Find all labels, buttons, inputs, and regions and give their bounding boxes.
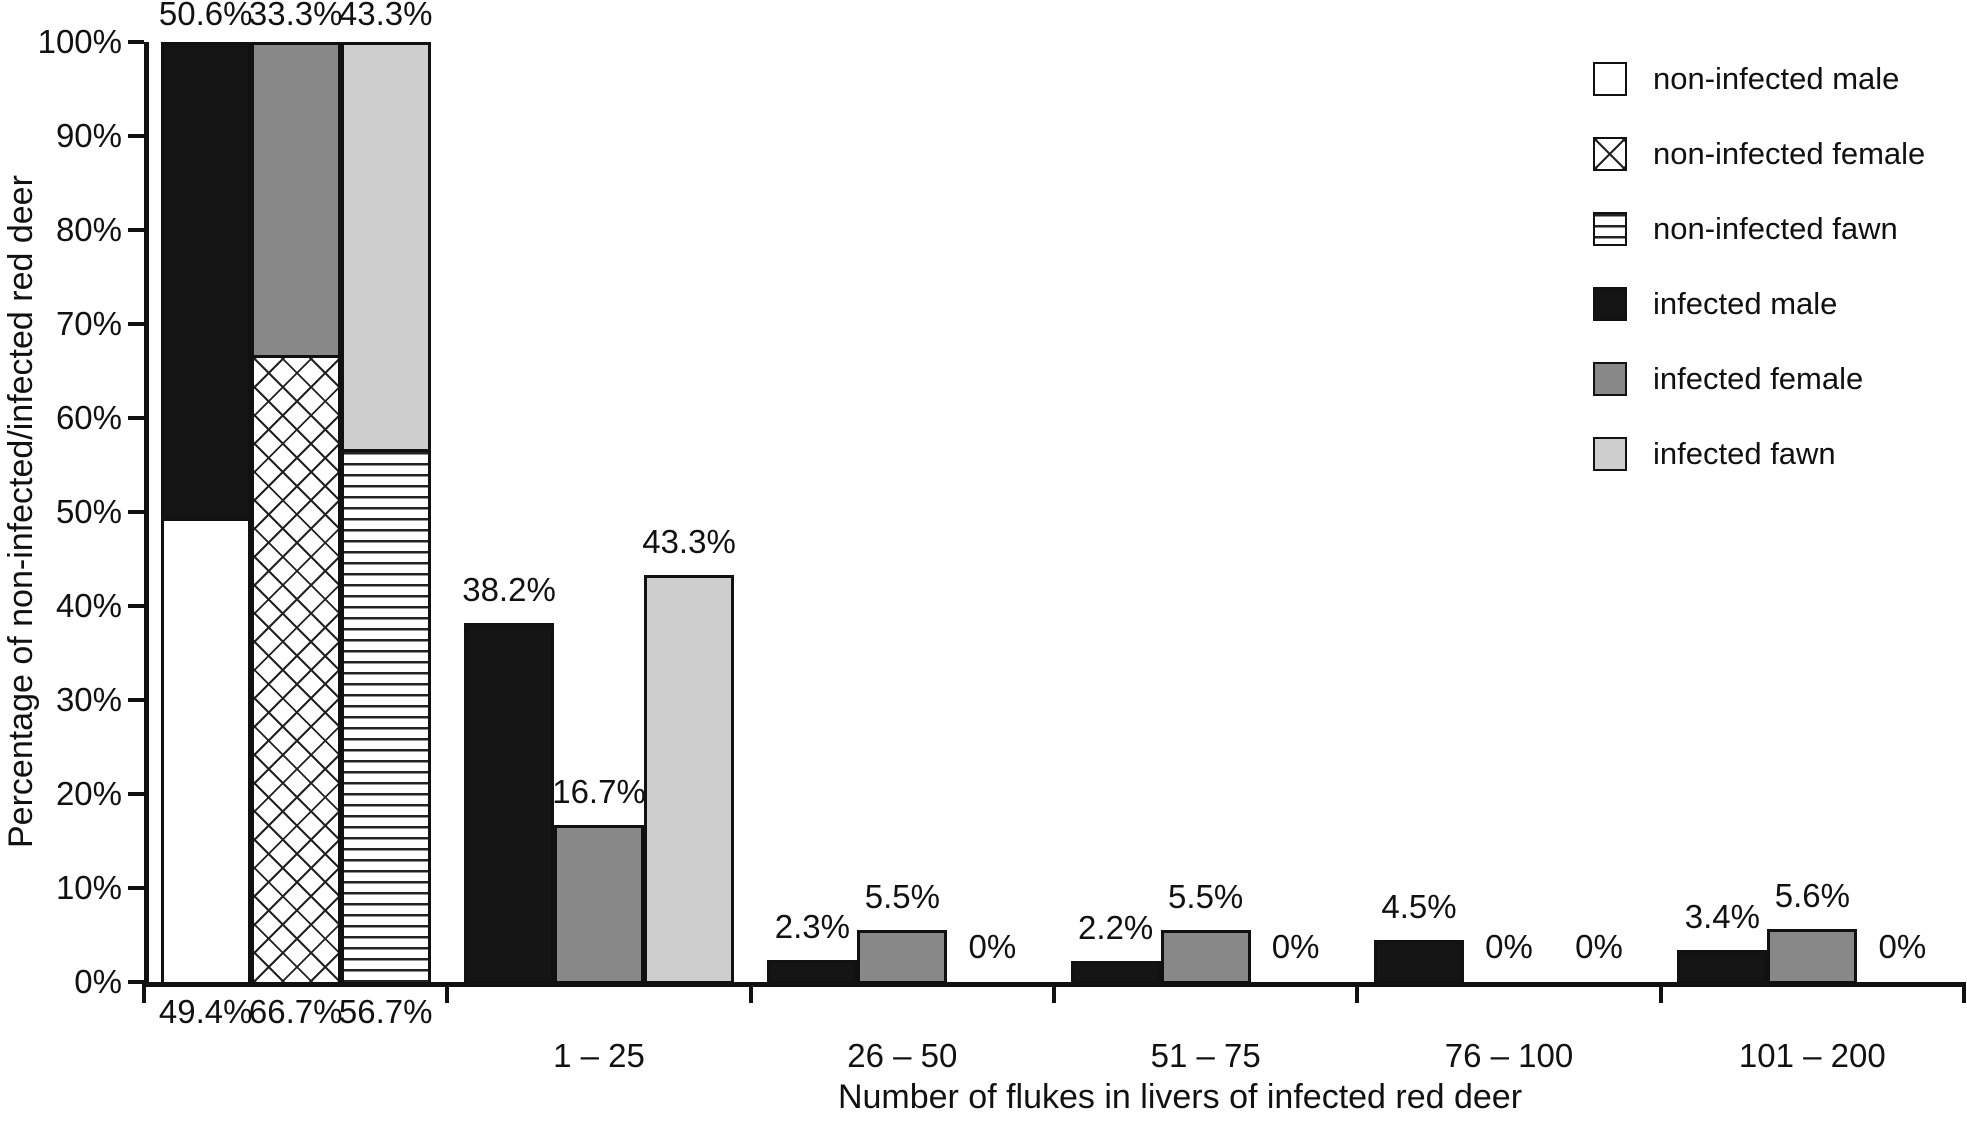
y-tick-label: 90% bbox=[55, 117, 122, 154]
stacked-segment bbox=[253, 355, 338, 982]
stacked-top-label: 33.3% bbox=[248, 0, 343, 32]
y-tick bbox=[128, 980, 144, 984]
legend-item: infected fawn bbox=[1593, 437, 1925, 471]
x-group-label: 51 – 75 bbox=[1150, 1037, 1261, 1074]
value-label: 2.3% bbox=[774, 908, 850, 946]
stacked-segment bbox=[343, 449, 428, 982]
x-group-label: 101 – 200 bbox=[1738, 1037, 1886, 1074]
value-label: 0% bbox=[1271, 928, 1320, 965]
bar bbox=[1767, 929, 1858, 984]
value-label: 0% bbox=[968, 928, 1017, 965]
stacked-top-label: 43.3% bbox=[338, 0, 433, 32]
y-tick-label: 60% bbox=[55, 399, 122, 436]
stacked-bar-female bbox=[250, 42, 341, 985]
legend-label: non-infected female bbox=[1653, 136, 1926, 171]
stacked-bottom-label: 56.7% bbox=[338, 993, 433, 1030]
legend-swatch-icon bbox=[1593, 287, 1627, 321]
y-tick-label: 70% bbox=[55, 305, 122, 342]
legend-label: non-infected fawn bbox=[1653, 211, 1898, 246]
value-label: 5.5% bbox=[1168, 878, 1244, 916]
y-axis-title: Percentage of non-infected/infected red … bbox=[2, 175, 40, 849]
bar bbox=[464, 622, 554, 984]
x-axis-title: Number of flukes in livers of infected r… bbox=[837, 1078, 1523, 1116]
bar bbox=[767, 960, 858, 984]
y-tick bbox=[128, 792, 144, 796]
value-label: 2.2% bbox=[1078, 909, 1154, 947]
x-group-label: 1 – 25 bbox=[553, 1037, 645, 1074]
x-tick bbox=[1052, 982, 1056, 1003]
x-tick bbox=[142, 982, 146, 1003]
y-tick bbox=[128, 322, 144, 326]
x-tick bbox=[1658, 982, 1663, 1003]
y-tick bbox=[128, 134, 144, 138]
y-tick bbox=[128, 510, 144, 514]
legend-label: infected female bbox=[1653, 361, 1864, 396]
y-tick-label: 40% bbox=[55, 587, 122, 624]
x-tick bbox=[445, 982, 450, 1003]
legend-item: non-infected female bbox=[1593, 137, 1925, 171]
value-label: 0% bbox=[1485, 928, 1533, 965]
legend-swatch-icon bbox=[1593, 437, 1627, 471]
legend-item: non-infected male bbox=[1593, 62, 1925, 96]
value-label: 3.4% bbox=[1684, 898, 1760, 936]
y-tick bbox=[128, 416, 144, 420]
bar bbox=[1070, 961, 1161, 984]
y-tick bbox=[128, 886, 144, 890]
legend-label: infected fawn bbox=[1653, 436, 1836, 471]
legend-swatch-icon bbox=[1593, 62, 1627, 96]
legend-item: infected female bbox=[1593, 362, 1925, 396]
value-label: 0% bbox=[1575, 928, 1623, 965]
stacked-bar-fawn bbox=[340, 42, 431, 985]
x-group-label: 26 – 50 bbox=[847, 1037, 958, 1074]
legend-swatch-icon bbox=[1593, 137, 1627, 171]
y-tick-label: 0% bbox=[74, 963, 122, 1000]
stacked-segment bbox=[163, 517, 248, 982]
legend-label: non-infected male bbox=[1653, 61, 1900, 96]
x-tick bbox=[1355, 982, 1360, 1003]
y-axis-line bbox=[144, 42, 149, 987]
x-tick bbox=[748, 982, 753, 1003]
value-label: 16.7% bbox=[552, 773, 646, 811]
stacked-bottom-label: 49.4% bbox=[158, 993, 253, 1030]
y-tick-label: 20% bbox=[55, 775, 122, 812]
y-tick bbox=[128, 698, 144, 702]
bar bbox=[1160, 930, 1251, 984]
bar bbox=[857, 930, 948, 984]
y-tick bbox=[128, 604, 144, 608]
x-group-label: 76 – 100 bbox=[1444, 1037, 1574, 1074]
stacked-bottom-label: 66.7% bbox=[248, 993, 343, 1030]
value-label: 5.5% bbox=[864, 878, 940, 916]
value-label: 5.6% bbox=[1774, 877, 1850, 915]
value-label: 43.3% bbox=[642, 522, 736, 560]
legend-item: non-infected fawn bbox=[1593, 212, 1925, 246]
legend-swatch-icon bbox=[1593, 362, 1627, 396]
bar bbox=[1374, 939, 1464, 984]
y-tick bbox=[128, 228, 144, 232]
y-tick-label: 50% bbox=[55, 493, 122, 530]
legend-item: infected male bbox=[1593, 287, 1925, 321]
value-label: 4.5% bbox=[1381, 887, 1457, 925]
stacked-top-label: 50.6% bbox=[158, 0, 253, 32]
y-tick-label: 10% bbox=[55, 869, 122, 906]
legend-swatch-icon bbox=[1593, 212, 1627, 246]
y-tick bbox=[128, 40, 144, 44]
legend: non-infected male non-infected female non-… bbox=[1593, 62, 1925, 512]
bar bbox=[644, 574, 734, 984]
bar bbox=[554, 825, 644, 984]
value-label: 0% bbox=[1878, 928, 1927, 965]
legend-label: infected male bbox=[1653, 286, 1838, 321]
y-tick-label: 80% bbox=[55, 211, 122, 248]
stacked-bar-male bbox=[160, 42, 251, 985]
bar bbox=[1677, 950, 1768, 984]
x-tick bbox=[1962, 982, 1966, 1003]
value-label: 38.2% bbox=[462, 570, 556, 608]
y-tick-label: 100% bbox=[37, 23, 122, 60]
y-tick-label: 30% bbox=[55, 681, 122, 718]
